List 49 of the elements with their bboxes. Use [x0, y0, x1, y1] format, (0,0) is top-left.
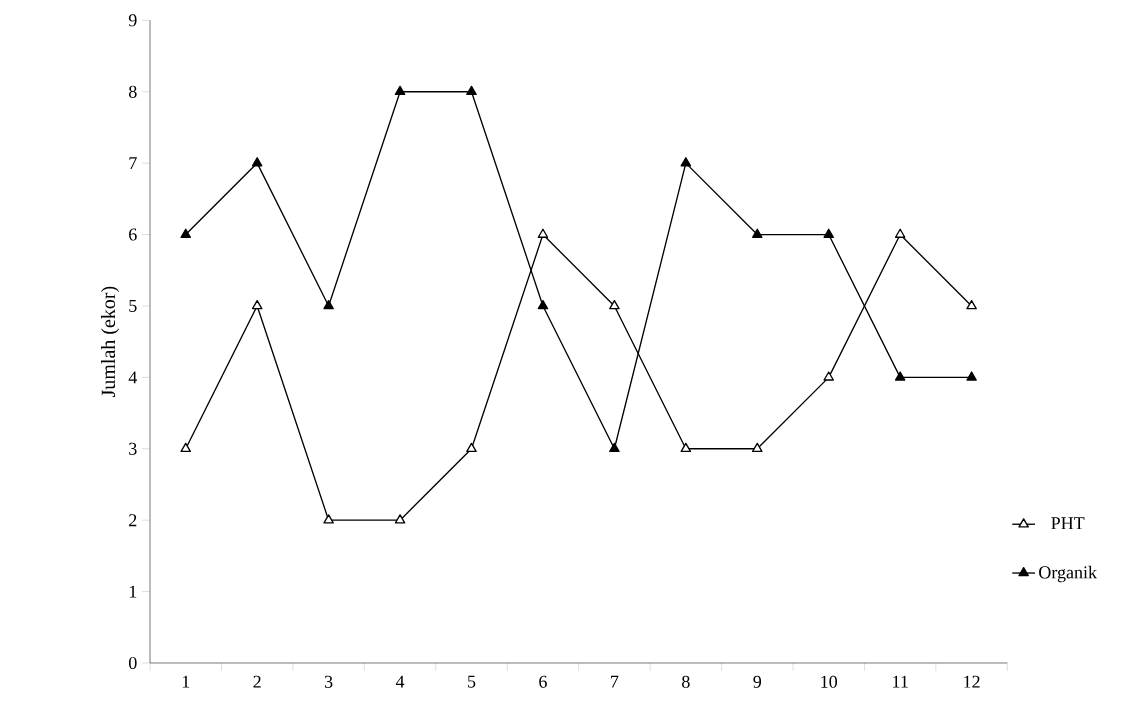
- point: [180, 228, 192, 238]
- point: [394, 85, 406, 96]
- x-tick-label: 12: [964, 675, 980, 688]
- point: [680, 442, 692, 453]
- y-tick-label: 9: [128, 14, 137, 27]
- point: [323, 299, 334, 310]
- y-tick-label: 1: [129, 585, 137, 598]
- point: [180, 442, 192, 453]
- x-tick-label: 4: [395, 675, 405, 688]
- y-tick-label: 8: [128, 85, 137, 98]
- x-tick-label: 3: [324, 675, 333, 688]
- x-tick-label: 9: [753, 675, 762, 688]
- y-tick-label: 2: [129, 514, 137, 527]
- point: [609, 299, 620, 310]
- legend-label: Organik: [1039, 565, 1098, 583]
- point: [323, 514, 334, 524]
- point: [894, 371, 906, 381]
- y-tick-label: 5: [129, 299, 137, 312]
- x-tick-label: 10: [821, 675, 838, 688]
- x-tick-label: 7: [611, 675, 619, 688]
- point: [394, 514, 406, 524]
- legend-label: PHT: [1051, 517, 1085, 530]
- y-tick-label: 0: [128, 656, 137, 670]
- point: [251, 299, 263, 310]
- y-tick-label: 6: [129, 228, 137, 241]
- point: [466, 442, 477, 453]
- x-tick-label: 6: [539, 675, 547, 688]
- x-tick-label: 1: [182, 675, 190, 688]
- point: [823, 228, 835, 238]
- point: [609, 442, 620, 453]
- point: [466, 85, 477, 96]
- point: [251, 157, 263, 167]
- point: [966, 299, 977, 310]
- y-axis-title: Jumlah (ekor): [101, 286, 120, 398]
- point: [823, 371, 835, 381]
- point: [894, 228, 906, 238]
- x-tick-label: 2: [253, 675, 261, 688]
- point: [537, 299, 549, 310]
- point: [537, 228, 549, 238]
- point: [680, 157, 692, 167]
- y-tick-label: 7: [129, 157, 137, 170]
- x-tick-label: 8: [682, 675, 690, 688]
- y-tick-label: 4: [128, 371, 138, 384]
- point: [751, 442, 763, 453]
- point: [966, 371, 977, 381]
- x-tick-label: 11: [893, 675, 908, 688]
- y-tick-label: 3: [129, 442, 137, 455]
- point: [751, 228, 763, 238]
- x-tick-label: 5: [468, 675, 476, 688]
